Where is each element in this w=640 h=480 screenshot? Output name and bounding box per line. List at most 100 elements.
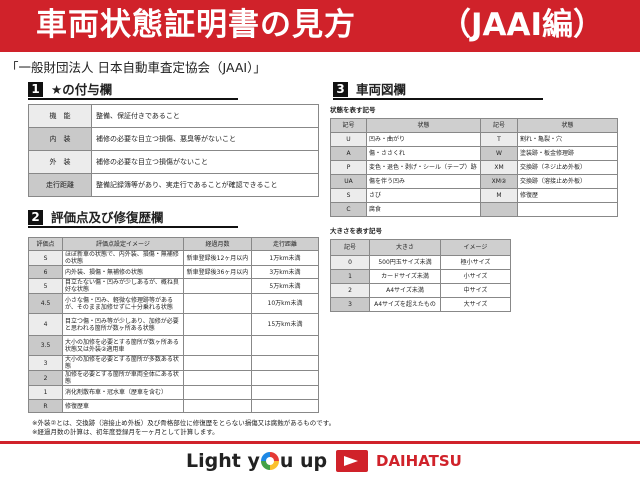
table-cell: 大小の加修を必要とする箇所が多数ある状態 [62,355,184,371]
table-row: 5 目立たない傷・凹みが少しあるが、概ね良好な状態 5万km未満 [28,278,319,294]
table-row: P 変色・退色・剥げ・シール（テープ）跡 XM 交換跡（ネジ止め外板） [330,160,618,175]
table-cell: S [28,250,63,266]
table-row: A 傷・ささくれ W 塗装跡・板金修理跡 [330,146,618,161]
table-cell: C [330,202,367,217]
table-row: 1 カードサイズ未満 小サイズ [330,269,511,284]
table-cell [480,202,518,217]
star-table: 機 能整備、保証付きであること内 装補修の必要な目立つ損傷、悪臭等がないこと外 … [28,104,319,197]
table-row: S ほぼ新車の状態で、内外装、損傷・無補修の状態 新車登録後12ヶ月以内 1万km未満 [28,250,319,266]
table-cell: 小サイズ [440,269,511,284]
table-cell: 5万km未満 [251,278,319,294]
table-row: R 修復歴車 [28,399,319,413]
table-row: 0 500円玉サイズ未満 極小サイズ [330,255,511,270]
table-cell [251,355,319,371]
table-cell: 大サイズ [440,297,511,312]
table-cell: 記号 [480,118,518,133]
vehicle-diagram-section: 状態を表す記号 記号 状態 記号 状態 U 凹み・曲がり T 割れ・亀裂・穴 A 傷・ささくれ W 塗… [330,106,618,312]
table-cell: 交換跡（ネジ止め外板） [517,160,618,175]
table-cell: 10万km未満 [251,293,319,314]
table-cell: 整備、保証付きであること [91,104,319,128]
table-header-row: 記号 大きさ イメージ [330,239,511,256]
table-cell: カードサイズ未満 [369,269,441,284]
brand-name: DAIHATSU [376,452,462,470]
table-row: 3 大小の加修を必要とする箇所が多数ある状態 [28,355,319,371]
table-header-row: 評価点 評価点設定イメージ 経過月数 走行距離 [28,237,319,251]
table-row: S さび M 修復歴 [330,188,618,203]
table-cell [183,278,252,294]
daihatsu-logo-icon [336,450,368,472]
table-cell: XM [480,160,518,175]
table-cell: 目立たない傷・凹みが少しあるが、概ね良好な状態 [62,278,184,294]
table-cell: 凹み・曲がり [366,132,481,147]
table-row: C 腐食 [330,202,618,217]
table-cell: 小さな傷・凹み、軽微な修理跡等があるが、そのまま加修せずに十分乗れる状態 [62,293,184,314]
table-cell: 4.5 [28,293,63,314]
table-cell: 塗装跡・板金修理跡 [517,146,618,161]
table-cell: 5 [28,278,63,294]
table-cell [183,293,252,314]
table-row: 2 加修を必要とする箇所が車両全体にある状態 [28,370,319,386]
section-number: 3 [333,82,348,97]
table-cell: U [330,132,367,147]
table-cell [183,370,252,386]
table-cell: 整備記録簿等があり、実走行であることが確認できること [91,173,319,197]
table-cell: 修復歴車 [62,399,184,413]
table-cell: A4サイズ未満 [369,283,441,298]
table-cell: 内 装 [28,127,92,151]
table-row: 6 内外装、損傷・無補修の状態 新車登録後36ヶ月以内 3万km未満 [28,265,319,279]
table-cell: XM② [480,174,518,189]
table-cell [183,399,252,413]
table-cell: UA [330,174,367,189]
table-row: 4 目立つ傷・凹み等が少しあり、加修が必要と思われる箇所が数ヶ所ある状態 15万km… [28,313,319,336]
section-number: 1 [28,82,43,97]
table-row: 外 装補修の必要な目立つ損傷がないこと [28,150,319,174]
table-cell: 新車登録後12ヶ月以内 [183,250,252,266]
table-cell: さび [366,188,481,203]
table-cell [251,370,319,386]
table-cell: 3 [28,355,63,371]
section-title: ★の付与欄 [51,82,113,97]
table-cell: 腐食 [366,202,481,217]
table-cell: 内外装、損傷・無補修の状態 [62,265,184,279]
table-cell: 1 [330,269,370,284]
table-cell: 500円玉サイズ未満 [369,255,441,270]
table-cell: 記号 [330,239,370,256]
table-cell: A4サイズを超えたもの [369,297,441,312]
table-row: 走行距離 整備記録簿等があり、実走行であることが確認できること [28,173,319,197]
table-cell: 走行距離 [251,237,319,251]
table-cell: 加修を必要とする箇所が車両全体にある状態 [62,370,184,386]
table-row: 4.5 小さな傷・凹み、軽微な修理跡等があるが、そのまま加修せずに十分乗れる状態 1… [28,293,319,314]
slogan-part: Light y [186,450,260,472]
table-cell: ほぼ新車の状態で、内外装、損傷・無補修の状態 [62,250,184,266]
table-cell: 割れ・亀裂・穴 [517,132,618,147]
table-cell: 大小の加修を必要とする箇所が数ヶ所ある状態又は外装②適用車 [62,335,184,356]
table-cell [183,335,252,356]
table-cell: 極小サイズ [440,255,511,270]
table-cell: 評価点設定イメージ [62,237,184,251]
table-cell: 大きさ [369,239,441,256]
table-cell: 補修の必要な目立つ損傷がないこと [91,150,319,174]
table-cell: 走行距離 [28,173,92,197]
table-cell: 新車登録後36ヶ月以内 [183,265,252,279]
table-cell: 15万km未満 [251,313,319,336]
table-cell: 中サイズ [440,283,511,298]
section1-heading: 1 ★の付与欄 [28,81,238,100]
title-banner: 車両状態証明書の見方 （JAAI編） [0,0,640,52]
note: ※外装②とは、交換跡（溶接止め外板）及び骨格部位に修復歴をとらない損傷又は腐蝕が… [32,419,336,427]
table-cell: 傷・ささくれ [366,146,481,161]
table-cell: 修復歴 [517,188,618,203]
table-cell: 傷を伴う凹み [366,174,481,189]
slogan-part: u up [279,450,328,472]
table-row: 内 装補修の必要な目立つ損傷、悪臭等がないこと [28,127,319,151]
section-title: 車両図欄 [356,82,407,97]
section-title: 評価点及び修復歴欄 [51,210,164,225]
condition-table: 記号 状態 記号 状態 U 凹み・曲がり T 割れ・亀裂・穴 A 傷・ささくれ W 塗装跡・板金修理跡… [330,118,618,217]
table-cell: 目立つ傷・凹み等が少しあり、加修が必要と思われる箇所が数ヶ所ある状態 [62,313,184,336]
table-cell: 0 [330,255,370,270]
notes: ※外装②とは、交換跡（溶接止め外板）及び骨格部位に修復歴をとらない損傷又は腐蝕が… [32,419,336,437]
table-header-row: 記号 状態 記号 状態 [330,118,618,133]
table-cell [517,202,618,217]
table-cell [251,399,319,413]
organization: 「一般財団法人 日本自動車査定協会（JAAI）」 [6,60,266,75]
table-cell: 状態 [366,118,481,133]
